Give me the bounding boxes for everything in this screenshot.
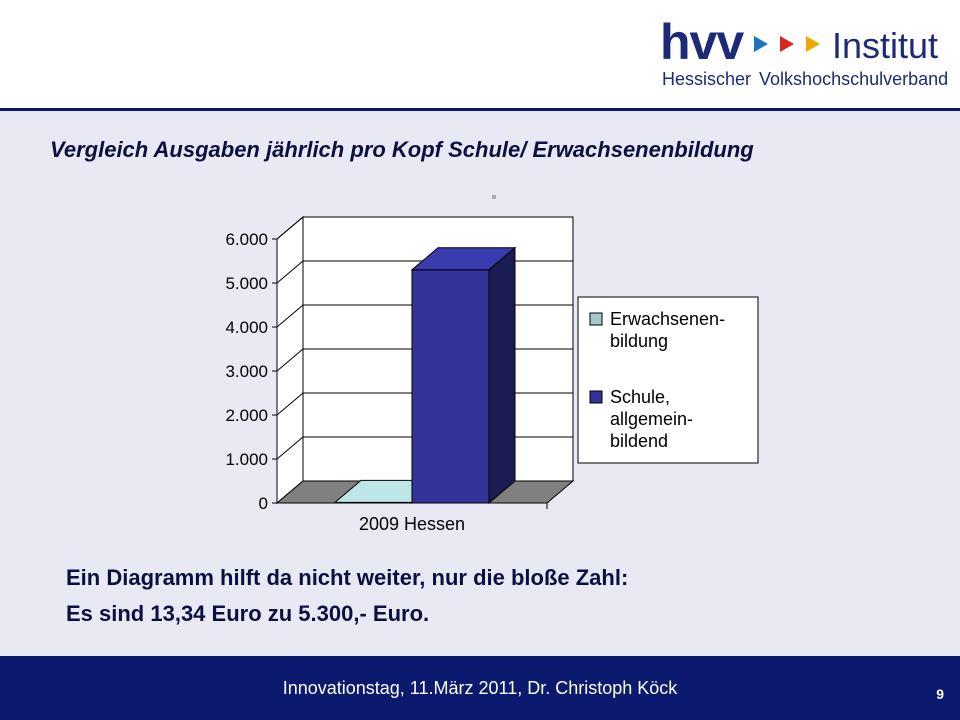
legend-label-1: Schule, [610,387,670,407]
logo-arrow-blue [754,36,768,52]
logo-arrow-yellow [806,36,820,52]
logo-arrows-icon [754,36,820,52]
decorative-dot [492,195,496,199]
gridline-side [276,216,304,240]
logo-arrow-red [780,36,794,52]
header-bar: hvv Institut Hessischer Volkshochschulver… [0,0,960,111]
legend-label-1: bildend [610,431,668,451]
logo-subtitle: Hessischer Volkshochschulverband [662,68,948,90]
y-tick-label: 0 [259,494,268,513]
bar-schule [411,269,490,504]
y-tick-label: 6.000 [225,230,268,249]
y-tick-label: 1.000 [225,450,268,469]
gridline-side [276,304,304,328]
gridline-side [276,392,304,416]
logo-institut-text: Institut [832,25,939,66]
body-line-1: Ein Diagramm hilft da nicht weiter, nur … [66,565,629,590]
gridline-side [276,348,304,372]
footer-text: Innovationstag, 11.März 2011, Dr. Christ… [282,678,678,698]
legend-label-1: allgemein- [610,409,693,429]
logo-sub-2: Volkshochschulverband [759,69,949,89]
gridline-side [276,260,304,284]
y-tick-label: 4.000 [225,318,268,337]
y-tick-label: 3.000 [225,362,268,381]
x-category-label: 2009 Hessen [359,514,465,534]
footer-bar: Innovationstag, 11.März 2011, Dr. Christ… [0,656,960,720]
legend-box [577,296,759,464]
y-tick-label: 5.000 [225,274,268,293]
slide-body: Ein Diagramm hilft da nicht weiter, nur … [66,560,628,632]
gridline-side [276,436,304,460]
slide-title: Vergleich Ausgaben jährlich pro Kopf Sch… [50,137,754,162]
body-line-2: Es sind 13,34 Euro zu 5.300,- Euro. [66,601,430,626]
y-tick-label: 2.000 [225,406,268,425]
logo-sub-1: Hessischer [662,69,752,89]
legend-label-0: Erwachsenen- [610,309,725,329]
legend-swatch-1 [589,390,603,404]
page-number: 9 [936,686,944,702]
legend-label-0: bildung [610,331,668,351]
hvv-institut-logo: hvv Institut Hessischer Volkshochschulver… [660,14,950,100]
logo-hvv-text: hvv [660,14,744,70]
bar-side-1 [488,246,516,505]
legend-swatch-0 [589,312,603,326]
